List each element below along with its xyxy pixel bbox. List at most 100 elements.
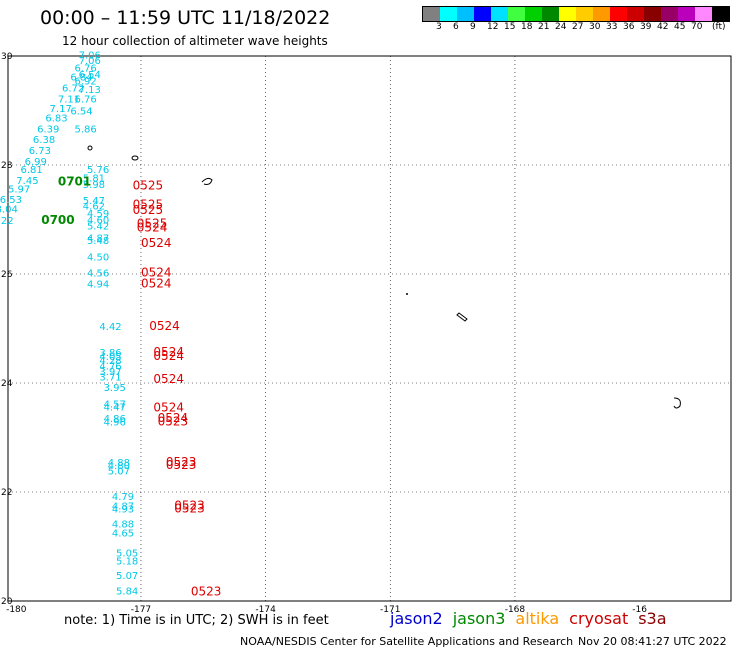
wave-height-label: 5.18: [116, 556, 138, 567]
page-subtitle: 12 hour collection of altimeter wave hei…: [62, 34, 328, 48]
wave-height-label: 6.81: [20, 165, 42, 176]
cryosat-time-label: 0524: [158, 411, 189, 425]
wave-height-label: 6.76: [74, 94, 96, 105]
legend-swatch: [678, 7, 695, 21]
wave-height-label: 6.38: [33, 135, 55, 146]
generation-timestamp: Nov 20 08:41:27 UTC 2022: [578, 635, 727, 648]
wave-height-label: 6.54: [70, 106, 92, 117]
cryosat-time-label: 0525: [133, 198, 164, 212]
lat-tick-label: 28: [1, 161, 13, 171]
wave-height-label: 5.84: [116, 586, 138, 597]
wave-height-label: 4.42: [99, 322, 121, 333]
jason3-time-label: 0701: [58, 175, 91, 189]
legend-label: 30: [589, 22, 601, 32]
wave-height-label: 3.95: [104, 383, 126, 394]
legend-label: 18: [521, 22, 533, 32]
legend-label: 6: [453, 22, 459, 32]
legend-swatch: [610, 7, 627, 21]
island-shape: [87, 145, 93, 151]
cryosat-time-label: 0525: [133, 203, 164, 217]
cryosat-time-label: 0524: [153, 372, 184, 386]
wave-height-label: 5.05: [116, 548, 138, 559]
legend-unit: (ft): [712, 22, 726, 32]
legend-label: 33: [606, 22, 618, 32]
legend-swatch: [423, 7, 440, 21]
wave-height-label: 4.57: [104, 400, 126, 411]
wave-height-label: 4.65: [112, 529, 134, 540]
page-title: 00:00 – 11:59 UTC 11/18/2022: [40, 7, 331, 29]
wave-height-label: 4.87: [87, 233, 109, 244]
wave-height-label: 5.98: [83, 180, 105, 191]
legend-swatch: [457, 7, 474, 21]
legend-label: 3: [436, 22, 442, 32]
wave-height-label: 8.04: [0, 204, 18, 215]
lon-tick-label: -177: [131, 605, 151, 615]
cryosat-time-label: 0523: [174, 502, 205, 516]
wave-height-label: 4.93: [112, 505, 134, 516]
lon-tick-label: -171: [380, 605, 400, 615]
wave-height-label: 7.13: [79, 85, 101, 96]
wave-height-label: 5.42: [87, 221, 109, 232]
wave-height-label: 5.81: [83, 173, 105, 184]
wave-height-label: 6.39: [37, 124, 59, 135]
cryosat-time-label: 0524: [141, 236, 172, 250]
wave-height-label: 4.28: [99, 356, 121, 367]
legend-label: 15: [504, 22, 516, 32]
legend-label: 21: [538, 22, 550, 32]
wave-height-label: 7.06: [79, 56, 101, 67]
legend-label: 27: [572, 22, 584, 32]
lat-tick-label: 26: [1, 270, 13, 280]
legend-label: 36: [623, 22, 635, 32]
cryosat-time-label: 0524: [153, 400, 184, 414]
cryosat-time-label: 0523: [158, 415, 189, 429]
satellite-legend-item: cryosat: [569, 609, 629, 628]
legend-label: 39: [640, 22, 652, 32]
island-shape: [201, 177, 213, 185]
wave-height-label: 4.76: [99, 361, 121, 372]
wave-height-label: 3.71: [99, 372, 121, 383]
legend-label: 42: [657, 22, 669, 32]
wave-height-label: 5.07: [108, 467, 130, 478]
cryosat-time-label: 0523: [166, 455, 197, 469]
lat-tick-label: 30: [1, 52, 13, 62]
wave-height-label: 4.47: [104, 402, 126, 413]
lat-tick-label: 24: [1, 379, 13, 389]
legend-swatch: [525, 7, 542, 21]
credit-text: NOAA/NESDIS Center for Satellite Applica…: [240, 635, 574, 648]
wave-height-label: 6.53: [0, 195, 22, 206]
wave-height-label: 6.84: [70, 73, 92, 84]
satellite-legend-item: s3a: [638, 609, 667, 628]
legend-swatch: [644, 7, 661, 21]
plot-frame: [7, 55, 732, 602]
wave-height-label: 4.94: [87, 280, 109, 291]
wave-height-label: 6.73: [29, 146, 51, 157]
wave-height-label: 7.17: [50, 104, 72, 115]
wave-height-label: 4.59: [87, 209, 109, 220]
wave-height-label: 4.88: [112, 519, 134, 530]
wave-height-label: 4.80: [108, 461, 130, 472]
cryosat-time-label: 0525: [137, 217, 168, 231]
wave-height-label: 4.60: [87, 215, 109, 226]
cryosat-time-label: 0524: [153, 345, 184, 359]
cryosat-time-label: 0524: [153, 349, 184, 363]
wave-height-label: 5.48: [87, 236, 109, 247]
wave-height-label: 6.72: [62, 83, 84, 94]
cryosat-time-label: 0523: [191, 585, 222, 599]
wave-height-label: 5.47: [83, 196, 105, 207]
wave-height-label: 4.05: [99, 352, 121, 363]
wave-height-label: 4.96: [104, 418, 126, 429]
legend-swatch: [440, 7, 457, 21]
satellite-legend: jason2 jason3 altika cryosat s3a: [390, 609, 677, 628]
wave-height-label: 6.92: [74, 76, 96, 87]
island-shape: [456, 312, 468, 322]
wave-height-label: 5.76: [87, 165, 109, 176]
wave-height-label: 3.97: [99, 367, 121, 378]
wave-height-label: 4.56: [87, 269, 109, 280]
lat-tick-label: 20: [1, 597, 13, 607]
legend-swatch: [559, 7, 576, 21]
wave-height-label: 7.06: [79, 51, 101, 62]
color-scale-bar: [422, 6, 730, 22]
wave-height-label: 5.07: [116, 571, 138, 582]
wave-height-label: 7.45: [16, 176, 38, 187]
